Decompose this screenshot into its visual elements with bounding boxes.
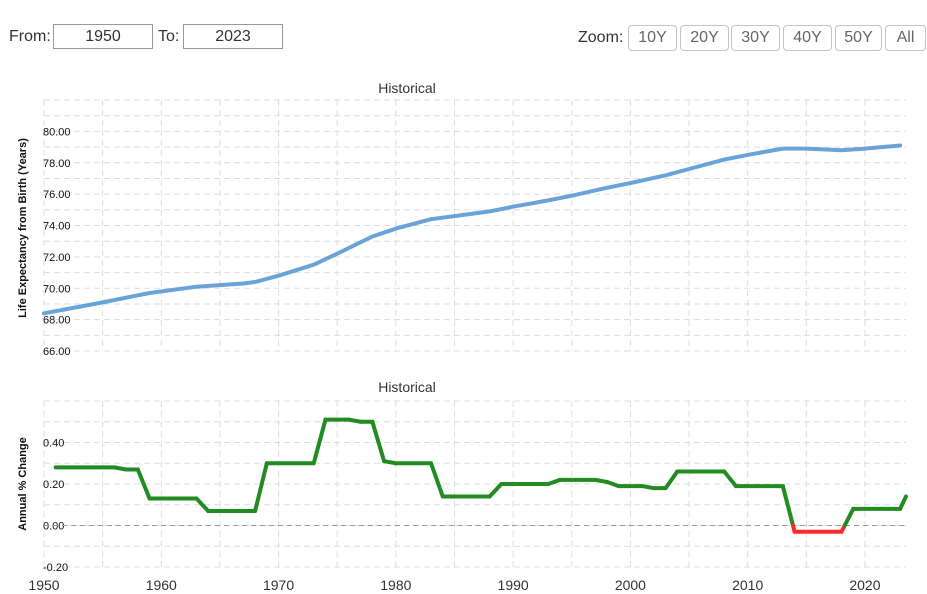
bottom-y-tick-label: 0.00	[43, 521, 64, 533]
positive-change-segment	[253, 461, 269, 513]
to-date-input[interactable]	[183, 24, 283, 49]
x-tick-label: 2020	[849, 577, 880, 593]
top-y-tick-label: 78.00	[43, 158, 71, 170]
from-label: From:	[9, 28, 51, 45]
x-tick-label: 2010	[732, 577, 763, 593]
zoom-label: Zoom:	[578, 29, 624, 46]
top-y-tick-label: 68.00	[43, 315, 71, 327]
top-y-tick-labels: 66.00 68.00 70.00 72.00 74.00 76.00 78.00 80.00	[43, 126, 71, 358]
positive-change-segment	[135, 467, 152, 501]
top-y-tick-label: 80.00	[43, 126, 71, 138]
x-tick-label: 1970	[263, 577, 294, 593]
annual-change-chart: Historical Annual % Change -0.20 0.00 0.20…	[17, 379, 908, 593]
positive-change-segment	[194, 496, 211, 513]
zoom-50y-button[interactable]: 50Y	[835, 25, 882, 51]
bottom-y-tick-label: -0.20	[43, 562, 68, 574]
top-y-axis-title: Life Expectancy from Birth (Years)	[17, 138, 29, 318]
bottom-y-axis-title: Annual % Change	[17, 437, 29, 531]
positive-change-segment	[898, 494, 908, 511]
zoom-all-button[interactable]: All	[885, 25, 926, 51]
annual-change-series	[53, 417, 908, 534]
range-selector-bar: From: To: Zoom: 10Y 20Y 30Y 40Y 50Y All	[0, 0, 927, 70]
life-expectancy-chart: Historical Life Expectancy from Birth (Y…	[17, 80, 906, 358]
top-chart-title: Historical	[378, 80, 436, 96]
positive-change-segment	[604, 479, 621, 489]
x-tick-label: 2000	[615, 577, 646, 593]
zoom-40y-button[interactable]: 40Y	[783, 25, 832, 51]
x-tick-label: 1980	[380, 577, 411, 593]
positive-change-segment	[311, 417, 328, 466]
bottom-gridlines	[43, 400, 906, 568]
top-y-tick-label: 74.00	[43, 221, 71, 233]
positive-change-segment	[429, 461, 445, 499]
positive-change-segment	[722, 469, 738, 489]
top-y-tick-label: 76.00	[43, 189, 71, 201]
bottom-y-tick-label: 0.40	[43, 438, 64, 450]
top-gridlines	[43, 99, 906, 352]
top-y-tick-label: 72.00	[43, 252, 71, 264]
zoom-30y-button[interactable]: 30Y	[731, 25, 780, 51]
positive-change-segment	[663, 469, 680, 491]
bottom-y-tick-label: 0.20	[43, 479, 64, 491]
bottom-y-tick-labels: -0.20 0.00 0.20 0.40	[43, 438, 68, 575]
bottom-chart-title: Historical	[378, 379, 436, 395]
charts-area: Historical Life Expectancy from Birth (Y…	[17, 80, 908, 593]
x-tick-label: 1960	[146, 577, 177, 593]
x-tick-label: 1950	[28, 577, 59, 593]
positive-change-segment	[370, 419, 387, 464]
x-tick-labels: 1950 1960 1970 1980 1990 2000 2010 2020	[28, 577, 880, 593]
positive-change-segment	[487, 482, 504, 499]
positive-change-segment	[842, 506, 856, 528]
life-expectancy-series-line	[42, 143, 903, 316]
to-label: To:	[158, 28, 180, 45]
top-y-tick-label: 66.00	[43, 346, 71, 358]
zoom-20y-button[interactable]: 20Y	[680, 25, 729, 51]
zoom-10y-button[interactable]: 10Y	[628, 25, 677, 51]
x-tick-label: 1990	[498, 577, 529, 593]
from-date-input[interactable]	[53, 24, 153, 49]
positive-change-segment	[546, 477, 563, 486]
top-y-tick-label: 70.00	[43, 283, 71, 295]
positive-change-segment	[780, 484, 795, 528]
